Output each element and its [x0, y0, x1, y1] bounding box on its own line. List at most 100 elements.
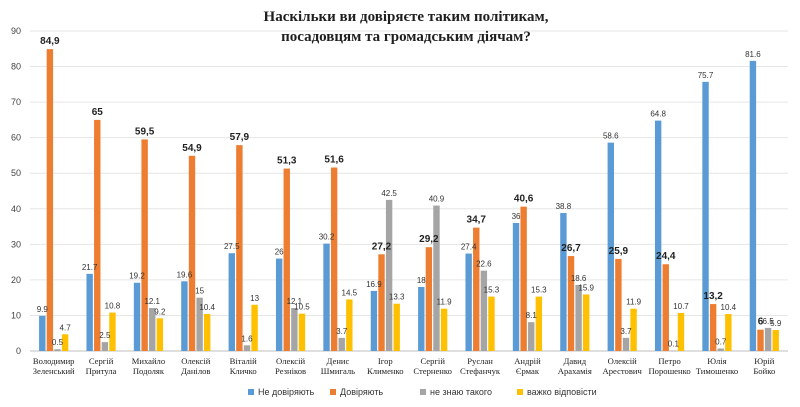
- bar: [764, 327, 772, 351]
- x-category-label: Олексій: [608, 356, 637, 366]
- bar: [236, 145, 243, 351]
- data-label: 11.9: [437, 298, 453, 307]
- x-category-label: Юлія: [707, 356, 726, 366]
- data-label: 15.9: [578, 283, 594, 292]
- bar: [480, 270, 488, 351]
- bar: [749, 60, 757, 351]
- legend-swatch: [517, 389, 523, 395]
- data-label: 36: [512, 212, 521, 221]
- data-label: 13,2: [703, 291, 723, 302]
- data-label: 30.2: [319, 233, 335, 242]
- data-label: 15.3: [531, 286, 547, 295]
- x-category-label: Ігор: [378, 356, 393, 366]
- data-label: 10.7: [673, 302, 689, 311]
- x-category-label: Руслан: [467, 356, 493, 366]
- x-category-label: Бойко: [753, 366, 775, 376]
- legend-label: Довіряють: [340, 387, 383, 397]
- legend-swatch: [248, 389, 254, 395]
- bar: [291, 307, 298, 351]
- bar: [583, 294, 590, 351]
- bar: [149, 307, 156, 351]
- bar: [528, 322, 535, 351]
- x-category-label: Клименко: [367, 366, 404, 376]
- y-tick-label: 70: [11, 97, 21, 107]
- bar: [346, 299, 353, 351]
- bar: [630, 308, 637, 351]
- bar: [181, 281, 188, 351]
- bar: [370, 290, 378, 351]
- data-label: 19.2: [129, 272, 145, 281]
- bar: [378, 254, 385, 351]
- bar: [283, 168, 290, 351]
- data-label: 13.3: [389, 293, 405, 302]
- data-label: 12.1: [287, 297, 303, 306]
- data-label: 58.6: [603, 132, 619, 141]
- data-label: 16.9: [366, 280, 382, 289]
- data-label: 81.6: [745, 50, 761, 59]
- bar: [251, 304, 258, 351]
- data-label: 27,2: [372, 241, 392, 252]
- x-category-label: Михайло: [132, 356, 165, 366]
- bar: [567, 256, 575, 351]
- bar: [330, 167, 338, 351]
- bar: [473, 227, 480, 351]
- bar: [86, 273, 93, 351]
- bar: [433, 205, 440, 351]
- bar: [46, 49, 54, 352]
- data-label: 64.8: [650, 110, 666, 119]
- bar: [709, 304, 717, 351]
- data-label: 26: [275, 248, 284, 257]
- bars: [39, 49, 779, 352]
- x-category-label: Володимир: [33, 356, 75, 366]
- x-category-label: Подоляк: [133, 366, 165, 376]
- x-category-label: Сергій: [420, 356, 445, 366]
- bar: [702, 81, 709, 351]
- bar: [385, 199, 393, 351]
- data-label: 26,7: [561, 243, 581, 254]
- x-category-label: Кличко: [230, 366, 257, 376]
- bar: [109, 312, 116, 351]
- legend-label: важко відповісти: [527, 387, 597, 397]
- data-label: 6.5: [763, 317, 775, 326]
- x-category-label: Арестович: [603, 366, 643, 376]
- data-label: 75.7: [698, 71, 714, 80]
- data-label: 34,7: [467, 215, 487, 226]
- data-label: 0.1: [668, 340, 680, 349]
- data-label: 29,2: [419, 234, 439, 245]
- y-tick-label: 10: [11, 310, 21, 320]
- data-label: 19.6: [177, 270, 193, 279]
- bar: [440, 308, 448, 351]
- bar: [39, 315, 46, 351]
- data-label: 18: [417, 276, 426, 285]
- bar: [725, 314, 732, 351]
- bar: [94, 119, 101, 351]
- x-category-label: Сергій: [89, 356, 114, 366]
- data-label: 9.2: [154, 307, 166, 316]
- bar: [607, 142, 614, 351]
- bar: [772, 330, 779, 351]
- data-label: 18.6: [571, 274, 587, 283]
- data-label: 9.9: [37, 305, 49, 314]
- bar: [662, 264, 669, 351]
- data-label: 21.7: [82, 263, 98, 272]
- data-label: 0.5: [52, 338, 64, 347]
- legend-label: Не довіряють: [258, 387, 314, 397]
- data-label: 12.1: [144, 297, 160, 306]
- legend-swatch: [420, 389, 426, 395]
- bar: [512, 223, 520, 351]
- x-category-label: Порошенко: [648, 366, 690, 376]
- bar: [615, 258, 622, 351]
- bar: [622, 337, 630, 351]
- bar: [243, 345, 251, 351]
- data-label: 10.4: [199, 303, 215, 312]
- bar: [228, 253, 235, 351]
- data-label: 14.5: [342, 288, 358, 297]
- x-category-label: Стерненко: [413, 366, 452, 376]
- x-category-label: Шмигаль: [321, 366, 355, 376]
- bar: [717, 348, 724, 351]
- data-label: 15: [195, 287, 204, 296]
- y-tick-label: 90: [11, 26, 21, 36]
- data-label: 6: [758, 317, 764, 328]
- data-label: 25,9: [609, 246, 629, 257]
